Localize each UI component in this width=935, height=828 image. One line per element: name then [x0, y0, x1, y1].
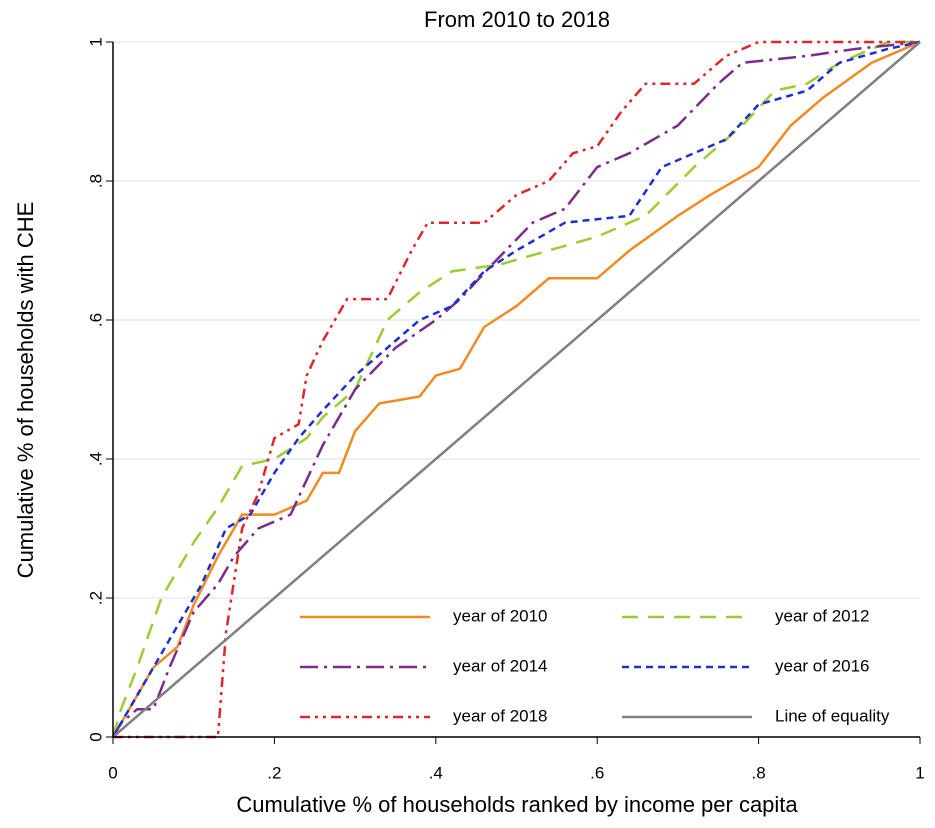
legend-label: year of 2018	[453, 706, 548, 725]
legend-label: year of 2014	[453, 656, 548, 675]
y-tick-label: .8	[86, 174, 105, 188]
legend-label: year of 2010	[453, 606, 548, 625]
x-axis-title: Cumulative % of households ranked by inc…	[236, 792, 798, 817]
y-tick-label: 1	[86, 37, 105, 46]
series-line	[111, 40, 920, 738]
axes: 0 .2 .4 .6 .8 1 0 .2 .4 .6 .8 1	[86, 37, 924, 782]
legend-label: Line of equality	[775, 706, 890, 725]
x-tick-label: 1	[915, 763, 924, 782]
x-tick-label: .8	[752, 763, 766, 782]
x-tick-label: .2	[267, 763, 281, 782]
y-tick-label: 0	[86, 732, 105, 741]
y-tick-label: .2	[86, 591, 105, 605]
x-tick-label: 0	[108, 763, 117, 782]
series-line	[111, 40, 921, 738]
legend: year of 2010 year of 2012 year of 2014 year…	[300, 606, 890, 725]
series-line	[113, 40, 920, 739]
legend-label: year of 2016	[775, 656, 870, 675]
series-line	[111, 40, 921, 738]
x-tick-label: .6	[590, 763, 604, 782]
legend-label: year of 2012	[775, 606, 870, 625]
plot-lines	[111, 40, 921, 739]
y-tick-label: .6	[86, 313, 105, 327]
y-axis-title: Cumulative % of households with CHE	[13, 202, 38, 579]
chart-title: From 2010 to 2018	[424, 7, 610, 32]
series-line	[111, 40, 921, 738]
y-tick-label: .4	[86, 452, 105, 466]
series-line	[112, 41, 921, 738]
x-tick-label: .4	[429, 763, 443, 782]
